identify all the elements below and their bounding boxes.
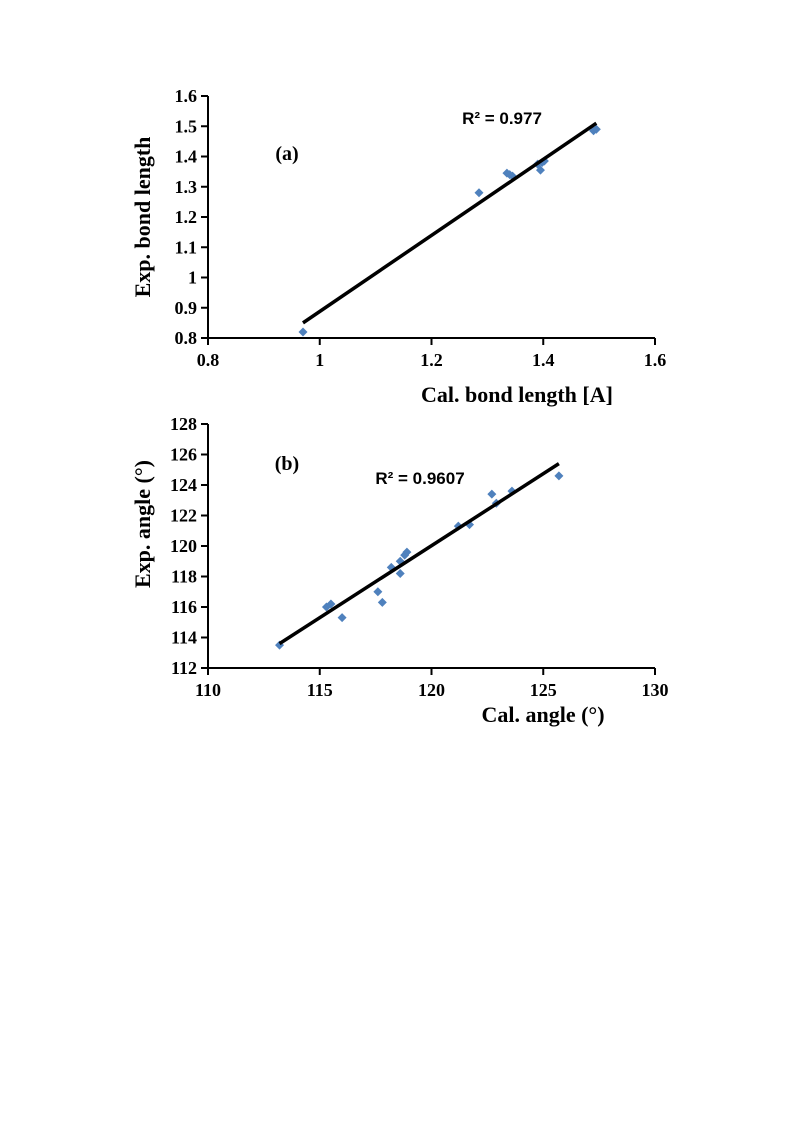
y-axis-title: Exp. angle (°): [130, 460, 155, 588]
y-tick-label: 124: [170, 475, 197, 495]
y-tick-label: 116: [171, 597, 197, 617]
y-tick-label: 1.1: [175, 237, 198, 257]
y-tick-label: 118: [171, 567, 197, 587]
data-point: [395, 568, 405, 578]
x-tick-label: 1.6: [644, 350, 667, 370]
data-point: [402, 547, 412, 557]
y-tick-label: 1.6: [175, 86, 198, 106]
y-tick-label: 1.3: [175, 177, 198, 197]
y-tick-label: 0.8: [175, 328, 198, 348]
x-tick-label: 120: [418, 680, 445, 700]
x-tick-label: 1: [315, 350, 324, 370]
x-axis-title: Cal. bond length [A]: [421, 382, 613, 407]
x-tick-label: 130: [642, 680, 669, 700]
data-point: [337, 613, 347, 623]
data-point: [474, 188, 484, 198]
chart-panel-b: 112 114 116 118 120 122 124 126 128 110 115 120 125 1…: [130, 414, 669, 727]
trendline: [302, 121, 598, 325]
x-tick-label: 115: [307, 680, 333, 700]
data-point: [298, 327, 308, 337]
data-point: [487, 489, 497, 499]
y-tick-label: 112: [171, 658, 197, 678]
y-tick-label: 128: [170, 414, 197, 434]
y-axis-title: Exp. bond length: [130, 137, 155, 298]
r-squared-label: R² = 0.9607: [375, 469, 464, 488]
y-tick-label: 1: [188, 268, 197, 288]
data-point: [535, 165, 545, 175]
x-tick-label: 110: [195, 680, 221, 700]
y-tick-label: 122: [170, 506, 197, 526]
x-tick-label: 125: [530, 680, 557, 700]
trendline: [278, 462, 560, 646]
data-point: [591, 124, 601, 134]
x-axis-title: Cal. angle (°): [481, 702, 604, 727]
panel-label: (b): [275, 453, 299, 475]
chart-panel-a: 0.8 0.9 1 1.1 1.2 1.3 1.4 1.5 1.6 0.8 1 1.2 1.4 1.6 Ca…: [130, 86, 666, 407]
data-point: [373, 587, 383, 597]
y-tick-label: 1.4: [175, 147, 198, 167]
x-tick-label: 1.4: [532, 350, 555, 370]
panel-label: (a): [275, 143, 298, 165]
y-tick-label: 1.2: [175, 207, 198, 227]
y-tick-label: 120: [170, 536, 197, 556]
data-point: [326, 599, 336, 609]
data-point: [554, 471, 564, 481]
r-squared-label: R² = 0.977: [462, 109, 542, 128]
y-tick-label: 114: [171, 628, 197, 648]
data-point: [377, 597, 387, 607]
y-tick-label: 0.9: [175, 298, 198, 318]
y-tick-label: 1.5: [175, 116, 198, 136]
y-tick-label: 126: [170, 445, 197, 465]
x-tick-label: 1.2: [420, 350, 443, 370]
x-tick-label: 0.8: [197, 350, 220, 370]
